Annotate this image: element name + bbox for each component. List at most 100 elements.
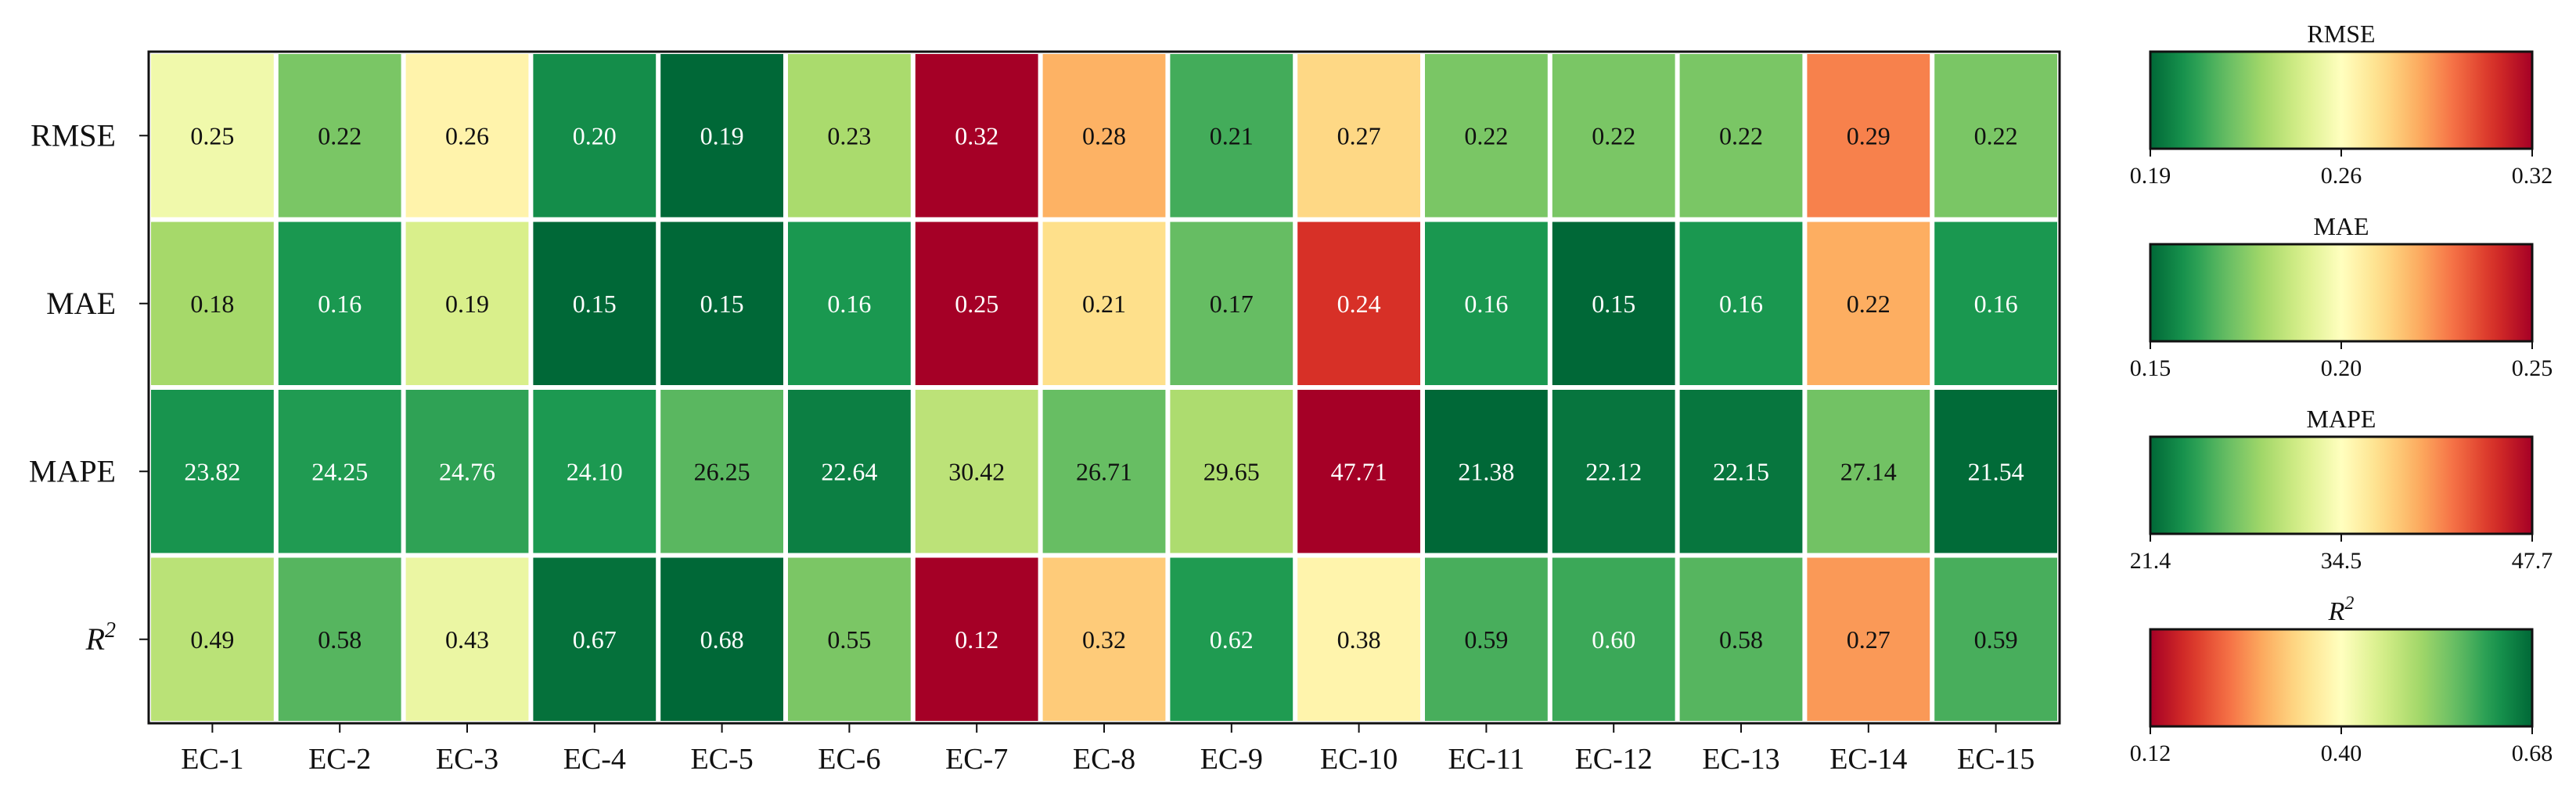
cell-value-label: 0.19: [445, 290, 489, 318]
cell-value-label: 0.18: [190, 290, 234, 318]
cell-value-label: 0.28: [1082, 121, 1126, 150]
heatmap-cell-rmse-ec-4: [533, 54, 657, 218]
cell-value-label: 0.32: [1082, 625, 1126, 654]
heatmap-cell-r2-ec-6: [788, 557, 911, 721]
cell-value-label: 0.15: [700, 290, 744, 318]
heatmap-cell-mae-ec-14: [1807, 222, 1930, 385]
heatmap-cell-r2-ec-1: [151, 557, 274, 721]
heatmap-cell-rmse-ec-5: [660, 54, 783, 218]
heatmap-cell-mae-ec-8: [1042, 222, 1166, 385]
heatmap-cell-mape-ec-11: [1425, 390, 1548, 553]
cell-value-label: 29.65: [1203, 457, 1260, 485]
heatmap-cell-mae-ec-1: [151, 222, 274, 385]
heatmap-cell-rmse-ec-11: [1425, 54, 1548, 218]
cell-value-label: 0.16: [1464, 290, 1508, 318]
heatmap-cell-mae-ec-15: [1934, 222, 2057, 385]
colorbar-tick-label: 0.12: [2130, 740, 2171, 766]
colorbar-tick-label: 0.40: [2321, 740, 2362, 766]
x-tick-label-ec-15: EC-15: [1957, 743, 2035, 776]
x-tick-label-ec-9: EC-9: [1200, 743, 1263, 776]
cell-value-label: 0.49: [190, 625, 234, 654]
cell-value-label: 30.42: [948, 457, 1005, 485]
colorbar-tick-label: 0.26: [2321, 163, 2362, 189]
colorbar-tick-label: 0.25: [2512, 355, 2553, 381]
heatmap-cell-mape-ec-12: [1552, 390, 1675, 553]
cell-value-label: 0.22: [1847, 290, 1891, 318]
cell-value-label: 0.22: [1464, 121, 1508, 150]
column-labels: EC-1 EC-2 EC-3 EC-4 EC-5 EC-6 EC-7 EC-8 EC-9 EC-1…: [181, 723, 2035, 776]
heatmap-cell-rmse-ec-15: [1934, 54, 2057, 218]
heatmap-cell-mape-ec-15: [1934, 390, 2057, 553]
cell-value-label: 21.38: [1458, 457, 1514, 485]
heatmap-cell-r2-ec-14: [1807, 557, 1930, 721]
cell-value-label: 26.71: [1076, 457, 1132, 485]
x-tick-label-ec-7: EC-7: [945, 743, 1008, 776]
cell-value-label: 0.58: [318, 625, 362, 654]
heatmap-cell-mape-ec-1: [151, 390, 274, 553]
colorbar-mae: MAE 0.15 0.20 0.25: [2130, 212, 2553, 381]
cell-value-label: 47.71: [1331, 457, 1387, 485]
heatmap-cell-mape-ec-3: [405, 390, 529, 553]
cell-value-label: 0.62: [1210, 625, 1254, 654]
cell-value-label: 0.26: [445, 121, 489, 150]
heatmap-cell-rmse-ec-3: [405, 54, 529, 218]
cell-value-label: 0.15: [573, 290, 617, 318]
cell-value-label: 26.25: [694, 457, 750, 485]
heatmap-cell-rmse-ec-1: [151, 54, 274, 218]
colorbar-tick-label: 0.20: [2321, 355, 2362, 381]
cell-value-label: 0.67: [573, 625, 617, 654]
heatmap-cell-mae-ec-12: [1552, 222, 1675, 385]
x-tick-label-ec-2: EC-2: [308, 743, 371, 776]
heatmap-cell-rmse-ec-8: [1042, 54, 1166, 218]
cell-value-label: 24.10: [567, 457, 623, 485]
heatmap-cell-rmse-ec-2: [278, 54, 401, 218]
cell-value-label: 0.15: [1592, 290, 1635, 318]
cell-value-label: 0.59: [1464, 625, 1508, 654]
colorbar-gradient: [2149, 243, 2534, 343]
cell-value-label: 0.43: [445, 625, 489, 654]
heatmap-cell-r2-ec-7: [915, 557, 1038, 721]
x-tick-label-ec-8: EC-8: [1073, 743, 1135, 776]
x-tick-label-ec-1: EC-1: [181, 743, 243, 776]
heatmap-cell-mape-ec-10: [1297, 390, 1420, 553]
cell-value-label: 0.27: [1847, 625, 1891, 654]
x-tick-label-ec-14: EC-14: [1829, 743, 1907, 776]
x-tick-label-ec-6: EC-6: [818, 743, 880, 776]
x-tick-label-ec-11: EC-11: [1448, 743, 1524, 776]
heatmap-cell-r2-ec-11: [1425, 557, 1548, 721]
cell-value-label: 0.68: [700, 625, 744, 654]
colorbar-title: MAE: [2313, 212, 2369, 240]
cell-value-label: 0.21: [1210, 121, 1254, 150]
row-labels: RMSE MAE MAPE R2: [29, 117, 149, 657]
cell-value-label: 0.24: [1337, 290, 1381, 318]
cell-value-label: 0.12: [955, 625, 998, 654]
colorbar-tick-label: 0.32: [2512, 163, 2553, 189]
heatmap-plot: 0.25 0.22 0.26 0.20 0.19 0.23 0.32 0.28 0.21 0.27…: [147, 50, 2061, 725]
cell-value-label: 0.25: [190, 121, 234, 150]
heatmap-cell-r2-ec-13: [1679, 557, 1803, 721]
cell-value-label: 0.16: [827, 290, 871, 318]
heatmap-cell-mape-ec-5: [660, 390, 783, 553]
y-tick-label-r2: R2: [85, 618, 116, 657]
x-tick-label-ec-13: EC-13: [1702, 743, 1779, 776]
colorbar-title: R2: [2328, 593, 2355, 626]
heatmap-cell-mae-ec-10: [1297, 222, 1420, 385]
heatmap-cell-rmse-ec-13: [1679, 54, 1803, 218]
y-tick-label-mae: MAE: [46, 286, 116, 321]
cell-value-label: 0.29: [1847, 121, 1891, 150]
cell-value-label: 22.12: [1585, 457, 1642, 485]
heatmap-cell-r2-ec-12: [1552, 557, 1675, 721]
heatmap-cell-mape-ec-4: [533, 390, 657, 553]
heatmap-cell-rmse-ec-7: [915, 54, 1038, 218]
heatmap-cell-mape-ec-6: [788, 390, 911, 553]
x-tick-label-ec-4: EC-4: [563, 743, 626, 776]
colorbars: RMSE 0.19 0.26 0.32 MAE 0.15 0.20 0.25 MAPE 21.4 3…: [2130, 20, 2553, 766]
x-tick-label-ec-12: EC-12: [1575, 743, 1653, 776]
heatmap-cell-mae-ec-4: [533, 222, 657, 385]
heatmap-cell-r2-ec-4: [533, 557, 657, 721]
cell-value-label: 0.32: [955, 121, 998, 150]
colorbar-gradient: [2149, 50, 2534, 150]
cell-value-label: 0.16: [1974, 290, 2018, 318]
cell-value-label: 0.55: [827, 625, 871, 654]
